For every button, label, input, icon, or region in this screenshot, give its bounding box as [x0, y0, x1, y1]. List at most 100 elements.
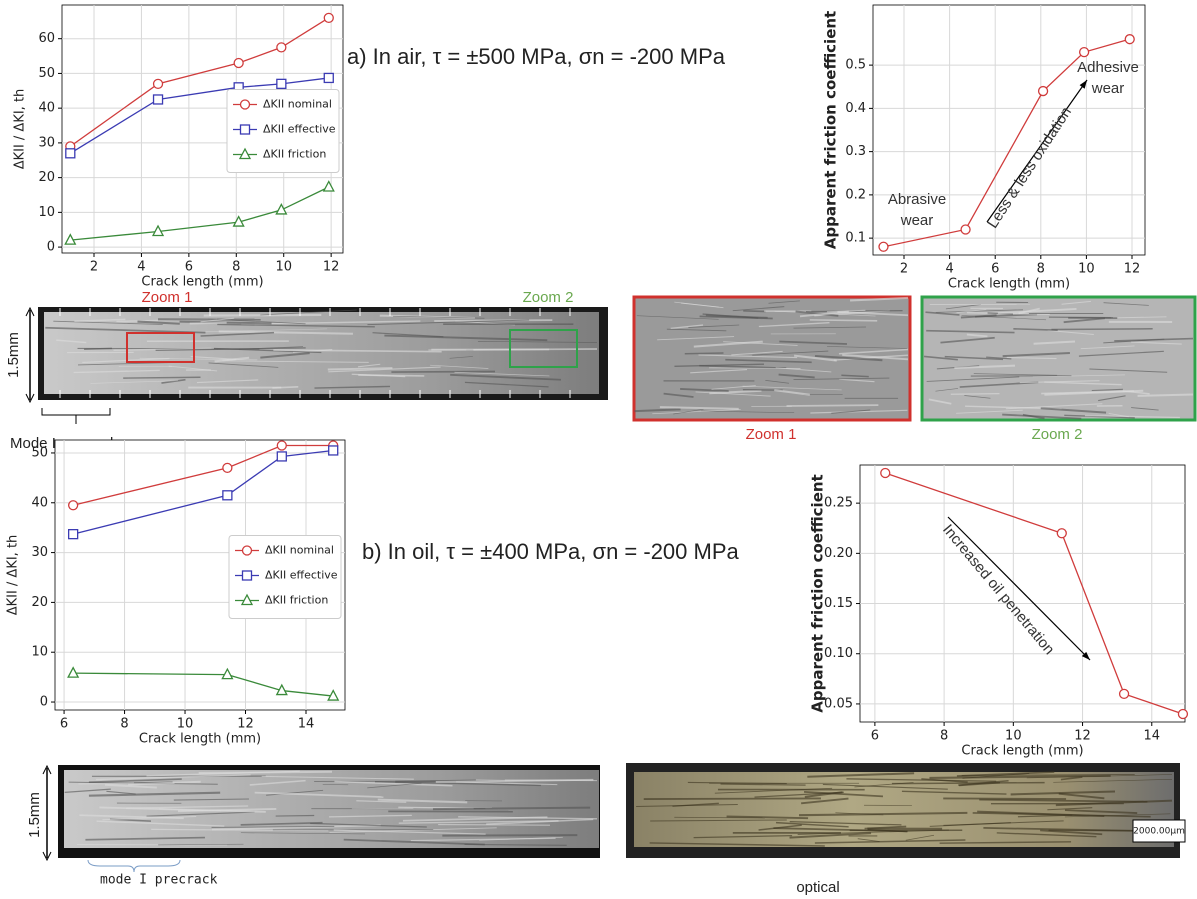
- texture: [272, 387, 298, 388]
- marker: [241, 125, 250, 134]
- x-axis-label: Crack length (mm): [139, 732, 261, 747]
- x-tick-label: 12: [323, 260, 340, 275]
- y-tick-label: 20: [31, 595, 48, 610]
- scale-label: 1.5mm: [26, 792, 43, 838]
- x-tick-label: 10: [275, 260, 292, 275]
- y-axis-label: Apparent friction coefficient: [822, 11, 840, 249]
- marker: [879, 242, 888, 251]
- figure: a) In air, τ = ±500 MPa, σn = -200 MPa b…: [0, 0, 1197, 899]
- legend-label: ΔKII friction: [265, 594, 328, 607]
- marker: [66, 149, 75, 158]
- bracket: [88, 860, 180, 872]
- x-tick-label: 8: [1037, 262, 1045, 277]
- annotation-line: Adhesive: [1077, 59, 1139, 76]
- x-tick-label: 10: [177, 717, 194, 732]
- y-tick-label: 20: [38, 170, 55, 185]
- legend-label: ΔKII nominal: [263, 98, 332, 111]
- x-tick-label: 10: [1078, 262, 1095, 277]
- x-tick-label: 12: [237, 717, 254, 732]
- marker: [1039, 87, 1048, 96]
- y-tick-label: 0.2: [845, 187, 866, 202]
- texture: [276, 815, 315, 816]
- x-tick-label: 4: [945, 262, 953, 277]
- texture: [1138, 395, 1193, 396]
- x-axis-label: Crack length (mm): [948, 277, 1070, 292]
- caption: b) In oil, τ = ±400 MPa, σn = -200 MPa: [362, 539, 740, 564]
- marker: [69, 530, 78, 539]
- x-tick-label: 6: [60, 717, 68, 732]
- x-tick-label: 8: [232, 260, 240, 275]
- y-tick-label: 0.20: [824, 546, 853, 561]
- y-tick-label: 0.5: [845, 58, 866, 73]
- annotation-line: Abrasive: [888, 191, 946, 208]
- y-tick-label: 0: [47, 240, 55, 255]
- y-tick-label: 0.10: [824, 646, 853, 661]
- marker: [961, 225, 970, 234]
- y-tick-label: 0.4: [845, 101, 866, 116]
- bracket: [42, 408, 110, 424]
- x-tick-label: 12: [1124, 262, 1141, 277]
- optical-label: optical: [796, 879, 839, 896]
- texture: [743, 311, 765, 312]
- marker: [277, 43, 286, 52]
- legend-label: ΔKII nominal: [265, 544, 334, 557]
- marker: [277, 79, 286, 88]
- y-tick-label: 60: [38, 31, 55, 46]
- texture: [685, 353, 724, 354]
- texture: [438, 825, 550, 826]
- marker: [324, 13, 333, 22]
- texture: [473, 349, 597, 350]
- marker: [241, 100, 250, 109]
- x-tick-label: 14: [1143, 729, 1160, 744]
- texture: [951, 394, 1000, 395]
- x-tick-label: 8: [940, 729, 948, 744]
- x-axis-label: Crack length (mm): [961, 744, 1083, 759]
- y-tick-label: 50: [38, 66, 55, 81]
- marker: [223, 491, 232, 500]
- marker: [1120, 689, 1129, 698]
- y-tick-label: 0: [40, 695, 48, 710]
- y-tick-label: 0.3: [845, 144, 866, 159]
- x-tick-label: 10: [1005, 729, 1022, 744]
- y-tick-label: 10: [38, 205, 55, 220]
- x-tick-label: 4: [137, 260, 145, 275]
- scale-bar-label: 2000.00µm: [1133, 827, 1185, 837]
- x-tick-label: 2: [900, 262, 908, 277]
- marker: [324, 73, 333, 82]
- y-axis-label: ΔKII / ΔKI, th: [6, 535, 21, 616]
- annotation-line: wear: [1091, 80, 1125, 97]
- zoom-label: Zoom 1: [142, 289, 193, 306]
- legend-label: ΔKII effective: [265, 569, 338, 582]
- legend-label: ΔKII effective: [263, 123, 336, 136]
- marker: [1125, 35, 1134, 44]
- marker: [223, 463, 232, 472]
- texture: [1051, 329, 1152, 330]
- texture: [943, 798, 1066, 799]
- marker: [881, 469, 890, 478]
- y-tick-label: 50: [31, 445, 48, 460]
- marker: [69, 501, 78, 510]
- scale-label: 1.5mm: [5, 332, 22, 378]
- marker: [329, 446, 338, 455]
- marker: [234, 59, 243, 68]
- texture: [123, 377, 200, 378]
- y-tick-label: 40: [38, 101, 55, 116]
- annotation-line: wear: [900, 212, 934, 229]
- precrack-label: mode I precrack: [100, 873, 218, 888]
- x-tick-label: 8: [120, 717, 128, 732]
- x-tick-label: 2: [90, 260, 98, 275]
- y-tick-label: 40: [31, 495, 48, 510]
- x-tick-label: 14: [298, 717, 315, 732]
- y-axis-label: ΔKII / ΔKI, th: [13, 89, 28, 170]
- x-tick-label: 12: [1074, 729, 1091, 744]
- marker: [243, 546, 252, 555]
- y-tick-label: 0.1: [845, 231, 866, 246]
- x-tick-label: 6: [185, 260, 193, 275]
- marker: [277, 452, 286, 461]
- y-tick-label: 0.25: [824, 496, 853, 511]
- x-tick-label: 6: [871, 729, 879, 744]
- y-axis-label: Apparent friction coefficient: [809, 474, 827, 712]
- texture: [476, 780, 597, 781]
- zoom-label: Zoom 2: [523, 289, 574, 306]
- texture: [391, 371, 495, 372]
